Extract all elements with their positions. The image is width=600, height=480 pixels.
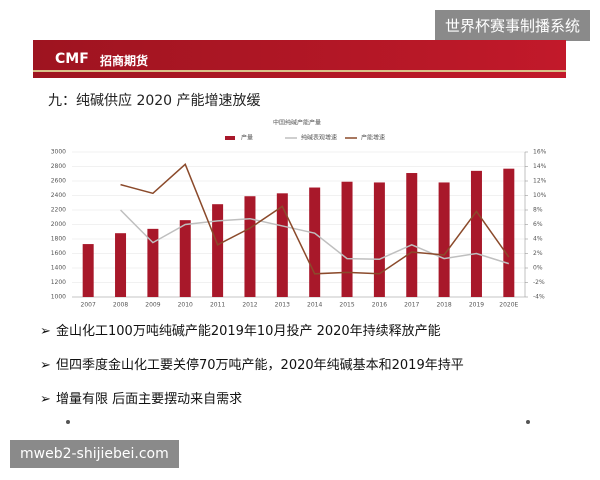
y2-tick-label: 16% xyxy=(533,149,547,156)
line xyxy=(120,163,510,275)
bar xyxy=(212,204,224,297)
y-tick-label: 3000 xyxy=(51,149,66,156)
heading: 九：纯碱供应 2020 产能增速放缓 xyxy=(48,93,261,109)
legend-label: 纯碱表观增速 xyxy=(301,134,337,142)
y-tick-label: 2200 xyxy=(51,207,66,214)
y2-tick-label: 8% xyxy=(533,207,543,214)
x-tick-label: 2009 xyxy=(145,302,160,309)
y-tick-label: 2800 xyxy=(51,163,66,170)
bullet-text: 但四季度金山化工要关停70万吨产能，2020年纯碱基本和2019年持平 xyxy=(56,358,464,373)
x-tick-label: 2007 xyxy=(81,302,96,309)
y-tick-label: 2600 xyxy=(51,178,66,185)
bar xyxy=(438,182,450,297)
bullet: ➢ 增量有限 后面主要摆动来自需求 xyxy=(40,392,243,407)
x-tick-label: 2010 xyxy=(178,302,193,309)
dot xyxy=(526,420,530,424)
bar xyxy=(406,173,418,297)
watermark: mweb2-shijiebei.com xyxy=(10,440,179,468)
legend-label: 产能增速 xyxy=(361,134,385,142)
y2-tick-label: 14% xyxy=(533,163,547,170)
y2-tick-label: 2% xyxy=(533,250,543,257)
legend-swatch xyxy=(225,136,235,140)
x-tick-label: 2017 xyxy=(404,302,419,309)
bullet-text: 金山化工100万吨纯碱产能2019年10月投产 2020年持续释放产能 xyxy=(56,324,441,339)
bar xyxy=(276,193,288,297)
y2-tick-label: 4% xyxy=(533,236,543,243)
dot xyxy=(66,420,70,424)
x-tick-label: 2019 xyxy=(469,302,484,309)
x-tick-label: 2018 xyxy=(436,302,451,309)
legend-label: 产量 xyxy=(241,134,253,142)
company-name: 招商期货 xyxy=(100,54,149,68)
bar xyxy=(82,244,94,297)
y-tick-label: 2400 xyxy=(51,192,66,199)
y2-tick-label: 10% xyxy=(533,192,547,199)
bullet: ➢ 金山化工100万吨纯碱产能2019年10月投产 2020年持续释放产能 xyxy=(40,324,441,339)
bar xyxy=(147,228,159,297)
bar xyxy=(309,187,321,297)
x-tick-label: 2016 xyxy=(372,302,387,309)
bullet: ➢ 但四季度金山化工要关停70万吨产能，2020年纯碱基本和2019年持平 xyxy=(40,358,464,373)
bar xyxy=(115,233,127,297)
y2-tick-label: 6% xyxy=(533,221,543,228)
logo: CMF xyxy=(55,51,89,67)
bar xyxy=(244,196,256,297)
y2-tick-label: -2% xyxy=(533,279,545,286)
y-tick-label: 1800 xyxy=(51,236,66,243)
y2-tick-label: 12% xyxy=(533,178,547,185)
y-tick-label: 1200 xyxy=(51,279,66,286)
x-tick-label: 2012 xyxy=(242,302,257,309)
bar xyxy=(373,182,385,297)
y-tick-label: 2000 xyxy=(51,221,66,228)
x-tick-label: 2014 xyxy=(307,302,322,309)
x-tick-label: 2013 xyxy=(275,302,290,309)
chart-title: 中国纯碱产能产量 xyxy=(273,119,321,127)
y-tick-label: 1000 xyxy=(51,294,66,301)
bullet-text: 增量有限 后面主要摆动来自需求 xyxy=(56,392,243,407)
y-tick-label: 1600 xyxy=(51,250,66,257)
header-line xyxy=(33,70,566,86)
bar xyxy=(503,168,515,297)
bar xyxy=(341,181,353,297)
x-tick-label: 2020E xyxy=(499,302,518,309)
bar xyxy=(470,170,482,297)
bar xyxy=(179,220,191,297)
x-tick-label: 2015 xyxy=(339,302,354,309)
y2-tick-label: -4% xyxy=(533,294,545,301)
y2-tick-label: 0% xyxy=(533,265,543,272)
line xyxy=(120,209,510,265)
bullet-list: ➢ 金山化工100万吨纯碱产能2019年10月投产 2020年持续释放产能 ➢ 但四… xyxy=(40,320,464,422)
y-tick-label: 1400 xyxy=(51,265,66,272)
x-tick-label: 2008 xyxy=(113,302,128,309)
x-tick-label: 2011 xyxy=(210,302,225,309)
watermark: 世界杯赛事制播系统 xyxy=(434,10,590,41)
